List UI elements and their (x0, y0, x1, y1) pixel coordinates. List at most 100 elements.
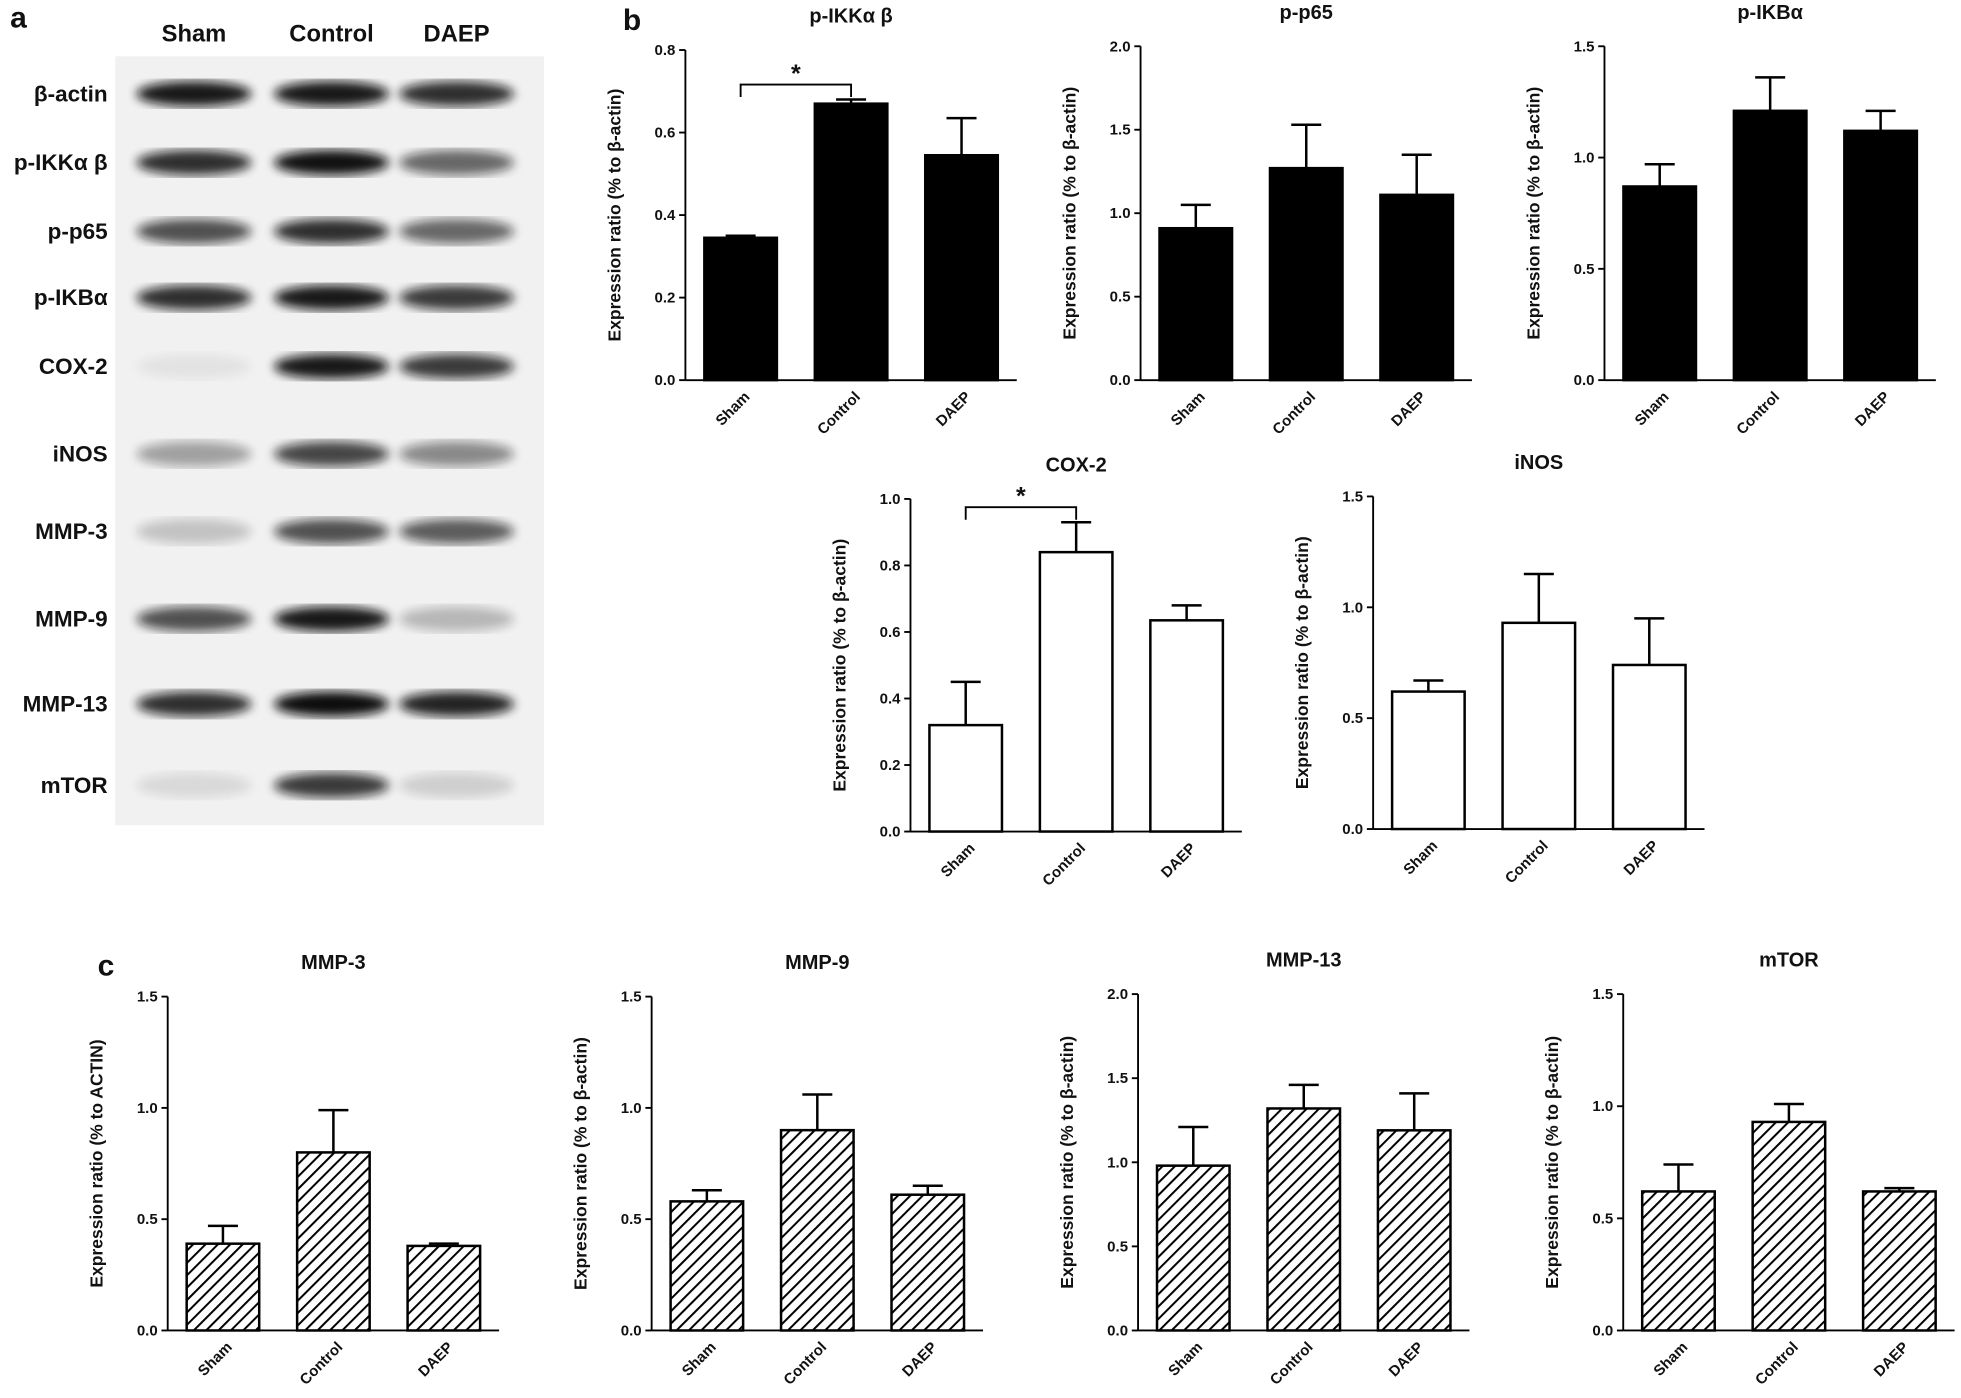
blot-band (136, 772, 252, 798)
blot-band (273, 518, 390, 544)
y-tick-label: 0.6 (655, 125, 676, 142)
blot-band (273, 691, 390, 717)
lane-label: Sham (162, 20, 227, 47)
y-tick-label: 0.5 (1574, 261, 1595, 278)
x-tick-label: DAEP (933, 388, 974, 429)
x-tick-label: Sham (1165, 1339, 1206, 1380)
blot-band (399, 518, 515, 544)
x-tick-label: Sham (1632, 388, 1673, 429)
x-tick-label: Control (1267, 1339, 1317, 1389)
bar (1843, 129, 1919, 382)
y-tick-label: 0.0 (880, 824, 901, 841)
blot-band (399, 218, 515, 244)
x-tick-label: Sham (1168, 388, 1209, 429)
y-tick-label: 0.2 (655, 290, 676, 307)
blot-band (399, 441, 515, 467)
y-tick-label: 1.0 (621, 1100, 642, 1117)
bar (1266, 1107, 1342, 1332)
x-tick-label: Control (1039, 840, 1089, 890)
y-tick-label: 1.5 (1107, 1070, 1128, 1087)
chart-title: MMP-9 (785, 952, 849, 974)
y-tick-label: 0.0 (137, 1322, 158, 1339)
y-tick-label: 1.5 (1110, 122, 1131, 139)
bar (1158, 226, 1234, 382)
protein-label: p-p65 (48, 219, 108, 244)
blot-band (399, 353, 515, 379)
bar (1732, 109, 1808, 382)
x-tick-label: Sham (1650, 1339, 1691, 1380)
y-axis-label: Expression ratio (% to β-actin) (571, 1037, 591, 1290)
blot-band (136, 285, 252, 311)
panel-label: a (10, 2, 27, 35)
bar (406, 1244, 482, 1332)
bar (185, 1242, 261, 1332)
protein-label: iNOS (53, 441, 108, 466)
bar (295, 1151, 371, 1332)
bar (1751, 1120, 1827, 1332)
x-tick-label: Control (1269, 388, 1319, 438)
y-axis-label: Expression ratio (% to β-actin) (1057, 1036, 1077, 1289)
blot-band (136, 441, 252, 467)
bar (1155, 1164, 1231, 1332)
x-tick-label: DAEP (1158, 840, 1199, 881)
x-tick-label: Sham (938, 840, 979, 881)
y-axis-label: Expression ratio (% to β-actin) (829, 539, 849, 792)
protein-label: p-IKKα β (14, 150, 108, 175)
y-tick-label: 0.0 (1110, 372, 1131, 389)
bar (1390, 690, 1466, 831)
chart-title: COX-2 (1046, 454, 1107, 476)
y-tick-label: 0.0 (621, 1322, 642, 1339)
x-tick-label: Sham (195, 1339, 236, 1380)
x-tick-label: DAEP (1852, 388, 1893, 429)
x-tick-label: Control (1502, 837, 1552, 887)
y-tick-label: 1.0 (1107, 1154, 1128, 1171)
x-tick-label: Control (780, 1339, 830, 1389)
blot-band (273, 772, 390, 798)
y-tick-label: 1.5 (621, 989, 642, 1006)
x-tick-label: Control (1733, 388, 1783, 438)
blot-band (136, 691, 252, 717)
y-tick-label: 1.0 (1110, 205, 1131, 222)
significance-bracket (739, 83, 853, 98)
x-tick-label: DAEP (1388, 388, 1429, 429)
blot-band (136, 353, 252, 379)
protein-label: mTOR (41, 773, 108, 798)
y-tick-label: 0.0 (1592, 1322, 1613, 1339)
y-axis-label: Expression ratio (% to β-actin) (1523, 87, 1543, 340)
y-axis-label: Expression ratio (% to β-actin) (1542, 1036, 1562, 1289)
y-tick-label: 0.5 (1110, 289, 1131, 306)
y-tick-label: 2.0 (1110, 38, 1131, 55)
y-tick-label: 0.5 (137, 1211, 158, 1228)
y-tick-label: 0.2 (880, 757, 901, 774)
blot-band (273, 441, 390, 467)
blot-band (399, 772, 515, 798)
y-tick-label: 0.4 (880, 691, 902, 708)
y-tick-label: 0.5 (1592, 1210, 1613, 1227)
bar (1611, 663, 1687, 831)
y-tick-label: 0.0 (655, 372, 676, 389)
blot-band (399, 606, 515, 632)
significance-label: * (1016, 483, 1026, 511)
bar (1640, 1190, 1716, 1332)
blot-band (273, 81, 390, 107)
y-tick-label: 1.5 (1592, 986, 1613, 1003)
y-tick-label: 0.8 (880, 557, 901, 574)
x-tick-label: DAEP (1621, 837, 1662, 878)
lane-label: DAEP (424, 20, 490, 47)
x-tick-label: Control (296, 1339, 346, 1389)
protein-label: COX-2 (39, 354, 108, 379)
chart-title: p-IKBα (1737, 2, 1803, 24)
bar (1861, 1190, 1937, 1332)
bar (1149, 619, 1225, 833)
bar (779, 1128, 855, 1332)
y-tick-label: 1.0 (1342, 599, 1363, 616)
x-tick-label: DAEP (415, 1339, 456, 1380)
y-tick-label: 1.5 (1574, 38, 1595, 55)
bar (1038, 550, 1114, 833)
y-tick-label: 2.0 (1107, 986, 1128, 1003)
x-tick-label: Sham (713, 388, 754, 429)
bar (703, 236, 779, 382)
bar (1622, 185, 1698, 382)
y-tick-label: 1.0 (1592, 1098, 1613, 1115)
